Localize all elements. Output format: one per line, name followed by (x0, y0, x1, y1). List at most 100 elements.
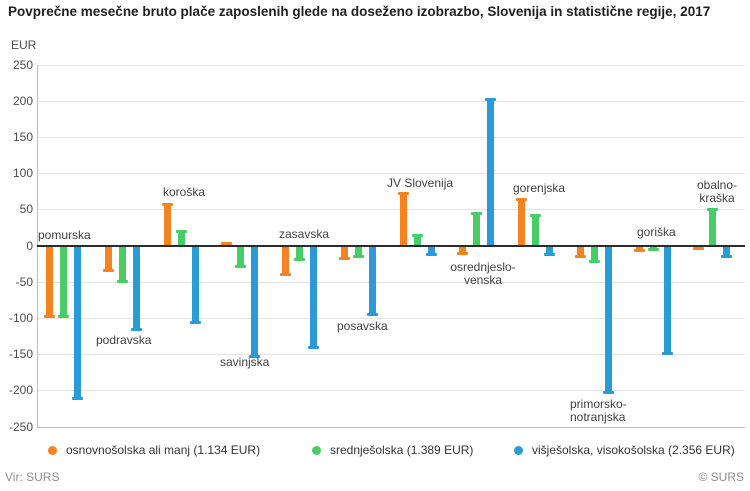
region-label: osrednjeslo- venska (450, 260, 516, 287)
region-label: goriška (637, 225, 676, 239)
copyright-note: © SURS (698, 470, 744, 484)
bar-koroška-s1 (178, 231, 185, 246)
y-axis-tick-label: -200 (8, 383, 33, 398)
bar-cap (634, 248, 645, 252)
bar-cap (530, 214, 541, 218)
bar-osrednjeslovenska-s1 (473, 213, 480, 246)
bar-cap (648, 248, 659, 252)
bar-cap (485, 98, 496, 102)
bar-savinjska-s1 (237, 246, 244, 267)
bar-cap (131, 327, 142, 331)
region-label: primorsko- notranjska (570, 397, 627, 424)
bar-posavska-s1 (355, 246, 362, 257)
bar-cap (72, 396, 83, 400)
bar-cap (308, 345, 319, 349)
bar-pomurska-s0 (46, 246, 53, 317)
legend-item-1: srednješolska (1.389 EUR) (312, 443, 473, 457)
bar-cap (426, 253, 437, 257)
bar-cap (353, 255, 364, 259)
gridline (37, 100, 745, 102)
bar-cap (412, 233, 423, 237)
bar-cap (398, 192, 409, 196)
gridline (37, 390, 745, 392)
bar-cap (103, 269, 114, 273)
bar-cap (249, 354, 260, 358)
region-label: JV Slovenija (387, 176, 454, 190)
y-axis-tick-label: -100 (8, 310, 33, 325)
bar-cap (471, 211, 482, 215)
bar-osrednjeslovenska-s2 (487, 99, 494, 246)
bar-cap (693, 247, 704, 251)
x-axis-line (37, 427, 745, 428)
bar-koroška-s0 (164, 204, 171, 246)
bar-jv-slovenija-s0 (400, 193, 407, 246)
region-label: savinjska (220, 355, 270, 369)
y-axis-tick-label: -50 (15, 274, 33, 289)
bar-cap (176, 230, 187, 234)
legend-dot-icon (514, 445, 523, 455)
bar-zasavska-s2 (310, 246, 317, 348)
gridline (37, 136, 745, 138)
y-axis-tick-label: 50 (19, 202, 33, 217)
bar-gorenjska-s1 (532, 215, 539, 246)
region-label: zasavska (279, 227, 330, 241)
bar-cap (235, 265, 246, 269)
bar-primorsko-notranjska-s1 (591, 246, 598, 262)
bar-cap (221, 242, 232, 246)
bar-cap (367, 313, 378, 317)
bar-cap (544, 253, 555, 257)
gridline (37, 64, 745, 66)
region-label: posavska (337, 319, 388, 333)
bar-gorenjska-s0 (518, 199, 525, 246)
y-axis-tick-label: 0 (26, 238, 33, 253)
legend-dot-icon (312, 445, 321, 455)
legend-label: višješolska, visokošolska (2.356 EUR) (532, 443, 735, 457)
bar-cap (339, 256, 350, 260)
region-label: obalno- kraška (696, 178, 738, 205)
bar-cap (190, 321, 201, 325)
bar-zasavska-s0 (282, 246, 289, 275)
bar-goriška-s0 (636, 246, 643, 251)
bar-posavska-s2 (369, 246, 376, 315)
bar-cap (162, 202, 173, 206)
bar-podravska-s2 (133, 246, 140, 330)
legend-dot-icon (48, 445, 57, 455)
bar-podravska-s0 (105, 246, 112, 271)
bar-obalno-kraška-s2 (723, 246, 730, 257)
y-axis-unit-label: EUR (11, 38, 37, 52)
bar-jv-slovenija-s2 (428, 246, 435, 255)
bar-primorsko-notranjska-s2 (605, 246, 612, 393)
bar-cap (457, 251, 468, 255)
zero-baseline (37, 245, 745, 247)
chart-title: Povprečne mesečne bruto plače zaposlenih… (8, 4, 711, 19)
gridline (37, 317, 745, 319)
gridline (37, 209, 745, 211)
y-axis-tick-label: 100 (12, 166, 33, 181)
bar-cap (662, 351, 673, 355)
bar-goriška-s1 (650, 246, 657, 250)
bar-cap (294, 258, 305, 262)
region-label: podravska (96, 333, 152, 347)
bar-gorenjska-s2 (546, 246, 553, 255)
legend-label: srednješolska (1.389 EUR) (330, 443, 474, 457)
region-label: gorenjska (513, 181, 566, 195)
y-axis-tick-label: -150 (8, 347, 33, 362)
bar-jv-slovenija-s1 (414, 235, 421, 246)
region-label: koroška (163, 185, 206, 199)
bar-savinjska-s2 (251, 246, 258, 357)
bar-cap (575, 255, 586, 259)
bar-cap (721, 255, 732, 259)
y-axis-tick-label: 250 (12, 57, 33, 72)
bar-obalno-kraška-s1 (709, 209, 716, 246)
bar-osrednjeslovenska-s0 (459, 246, 466, 254)
gridline (37, 281, 745, 283)
bar-cap (589, 260, 600, 264)
gridline (37, 354, 745, 356)
gridline (37, 173, 745, 175)
legend-item-2: višješolska, visokošolska (2.356 EUR) (514, 443, 735, 457)
bar-pomurska-s1 (60, 246, 67, 317)
bar-cap (44, 315, 55, 319)
bar-cap (516, 198, 527, 202)
bar-goriška-s2 (664, 246, 671, 354)
